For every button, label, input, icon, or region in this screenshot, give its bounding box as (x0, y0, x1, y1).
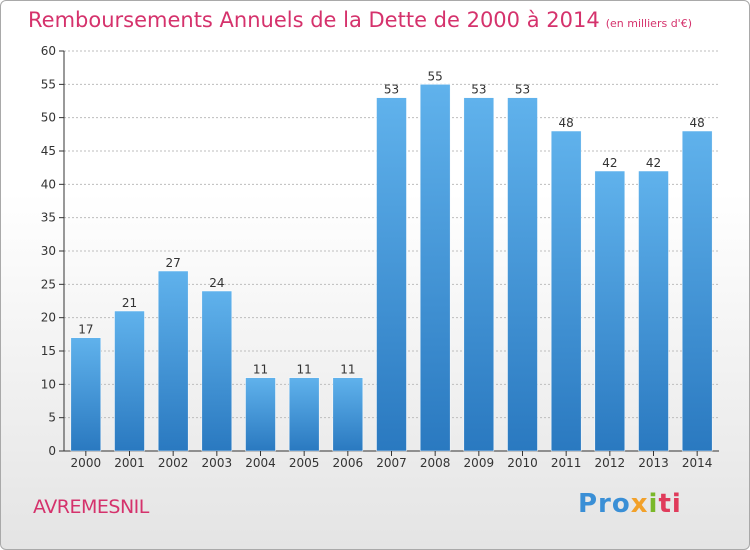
logo-part-4: ti (658, 489, 682, 519)
x-tick-label: 2013 (638, 456, 669, 470)
bar-value-label: 17 (78, 323, 93, 337)
bar-value-label: 11 (340, 363, 355, 377)
bar-value-label: 11 (253, 363, 268, 377)
bar-value-label: 48 (690, 116, 705, 130)
x-tick-label: 2014 (682, 456, 713, 470)
bar (594, 170, 626, 452)
location-label: AVREMESNIL (33, 496, 149, 518)
bar-value-label: 27 (166, 256, 181, 270)
bar (419, 84, 451, 452)
y-tick-label: 5 (48, 411, 56, 425)
bar (681, 130, 713, 452)
bar-value-label: 24 (209, 276, 224, 290)
x-tick-label: 2007 (376, 456, 407, 470)
proxiti-logo: Proxiti (578, 489, 682, 519)
x-tick-label: 2010 (507, 456, 538, 470)
bar-value-label: 42 (646, 156, 661, 170)
x-tick-label: 2004 (245, 456, 276, 470)
bar-value-label: 11 (297, 363, 312, 377)
y-tick-label: 45 (41, 144, 56, 158)
y-tick-label: 35 (41, 211, 56, 225)
bar-value-label: 53 (471, 83, 486, 97)
bar (201, 290, 233, 452)
bar (638, 170, 669, 452)
x-tick-label: 2001 (114, 456, 145, 470)
y-tick-label: 55 (41, 77, 56, 91)
bar (288, 377, 320, 452)
x-tick-label: 2011 (551, 456, 582, 470)
chart-title: Remboursements Annuels de la Dette de 20… (28, 8, 692, 32)
bar-value-label: 55 (428, 69, 443, 83)
chart-subtitle: (en milliers d'€) (605, 17, 692, 30)
bar (507, 97, 538, 452)
bar-value-label: 21 (122, 296, 137, 310)
logo-part-3: i (648, 489, 659, 519)
bar-value-label: 53 (384, 83, 399, 97)
y-tick-label: 40 (41, 177, 56, 191)
bar (70, 337, 102, 452)
y-tick-label: 25 (41, 277, 56, 291)
bar (463, 97, 495, 452)
bar-value-label: 42 (602, 156, 617, 170)
title-text: Remboursements Annuels de la Dette de 20… (28, 8, 600, 32)
bar-value-label: 53 (515, 83, 530, 97)
logo-part-2: x (630, 489, 649, 519)
bar (550, 130, 582, 452)
bar (245, 377, 276, 452)
x-tick-label: 2012 (595, 456, 626, 470)
x-tick-label: 2002 (158, 456, 189, 470)
y-tick-label: 60 (41, 44, 56, 58)
x-tick-label: 2008 (420, 456, 451, 470)
y-tick-label: 10 (41, 377, 56, 391)
x-tick-label: 2006 (333, 456, 364, 470)
logo-part-1: Pro (578, 489, 631, 519)
x-tick-label: 2003 (202, 456, 233, 470)
bar (332, 377, 364, 452)
bar (114, 310, 145, 452)
y-tick-label: 15 (41, 344, 56, 358)
bar (376, 97, 407, 452)
y-tick-label: 0 (48, 444, 56, 458)
x-tick-label: 2005 (289, 456, 320, 470)
x-tick-label: 2000 (71, 456, 102, 470)
y-tick-label: 20 (41, 311, 56, 325)
x-tick-label: 2009 (464, 456, 495, 470)
y-tick-label: 50 (41, 111, 56, 125)
bar (157, 270, 189, 452)
y-tick-label: 30 (41, 244, 56, 258)
bar-value-label: 48 (559, 116, 574, 130)
